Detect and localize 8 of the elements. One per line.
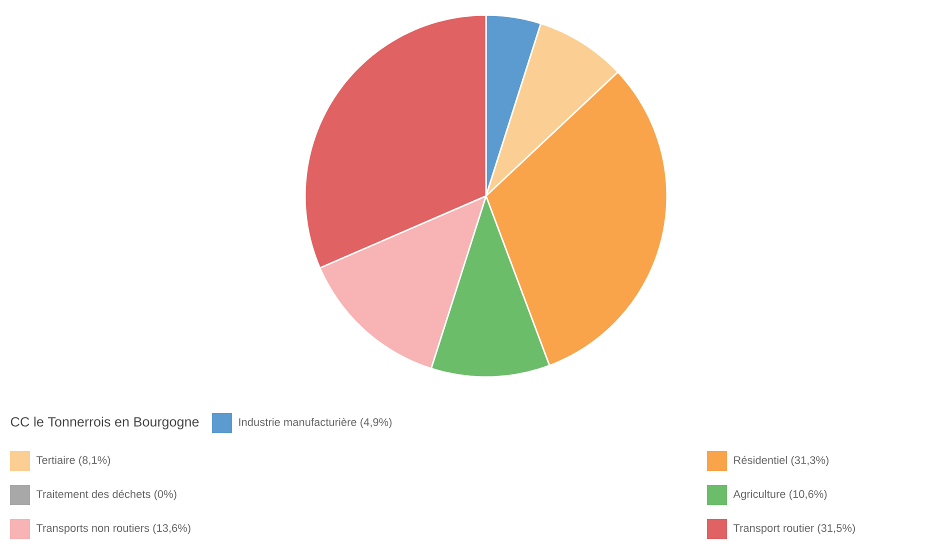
legend-title: CC le Tonnerrois en Bourgogne xyxy=(10,416,199,430)
legend-label: Industrie manufacturière (4,9%) xyxy=(239,418,392,428)
legend-label: Tertiaire (8,1%) xyxy=(36,456,110,466)
legend-label: Résidentiel (31,3%) xyxy=(734,456,828,466)
legend-label: Transports non routiers (13,6%) xyxy=(36,524,190,534)
legend-label: Transport routier (31,5%) xyxy=(733,524,855,534)
legend-label: Agriculture (10,6%) xyxy=(733,490,827,500)
legend-label: Traitement des déchets (0%) xyxy=(36,490,176,500)
